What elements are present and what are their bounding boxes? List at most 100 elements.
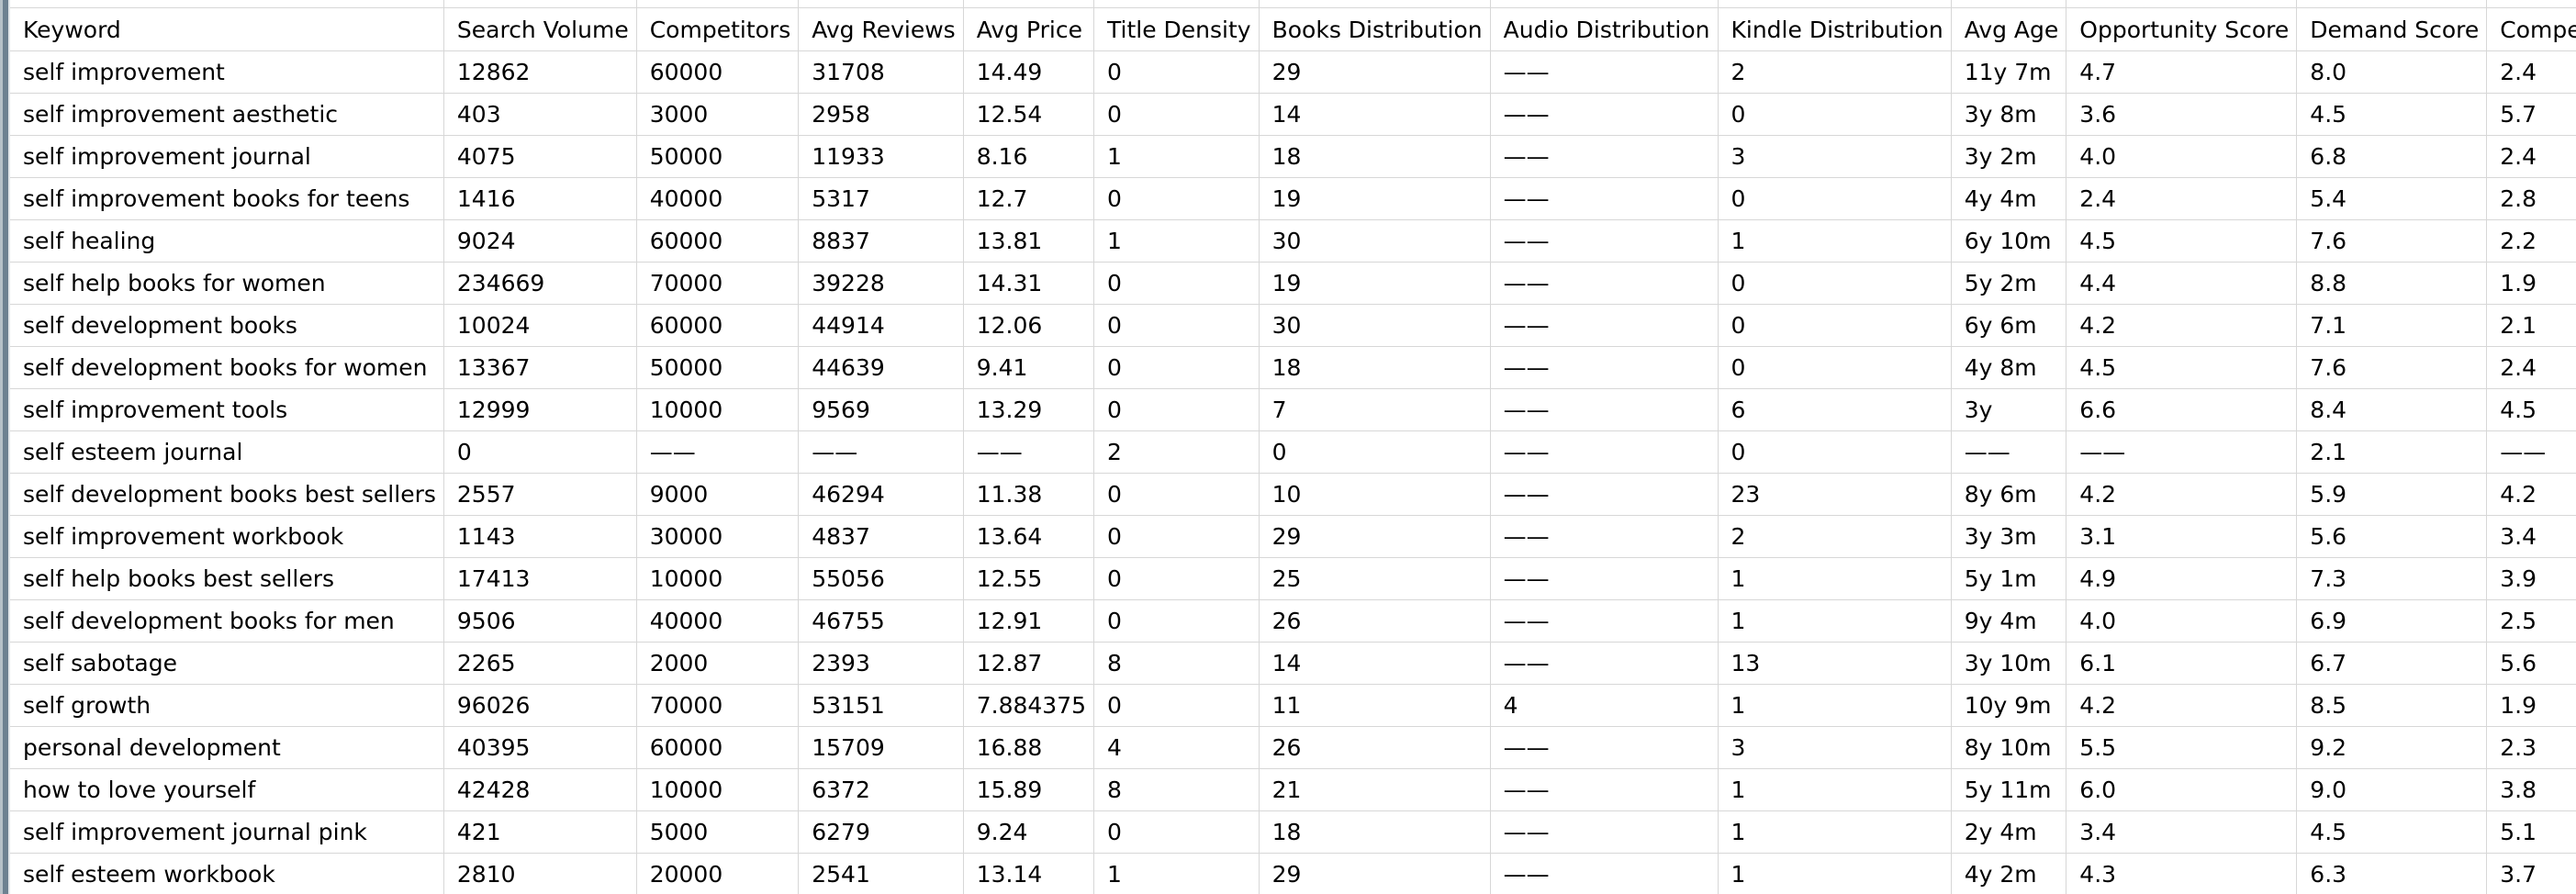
cell-books-distribution: 19 — [1259, 178, 1491, 220]
column-header-opportunity-score[interactable]: Opportunity Score — [2066, 8, 2298, 51]
cell-avg-reviews: 2393 — [799, 643, 964, 685]
cell-avg-price: 14.49 — [963, 51, 1095, 94]
table-row[interactable]: self esteem workbook 2810 20000 2541 13.14 1 2… — [10, 854, 2576, 894]
cell-opportunity-score: 3.4 — [2066, 811, 2298, 854]
cell-title-density: 8 — [1094, 769, 1260, 811]
cell-search-volume: 9506 — [443, 600, 637, 643]
cell-audio-distribution: —— — [1490, 347, 1719, 389]
column-header-demand-score[interactable]: Demand Score — [2297, 8, 2488, 51]
table-row[interactable]: self improvement tools 12999 10000 9569 13.2… — [10, 389, 2576, 431]
header-row: Keyword Search Volume Competitors Avg Revie… — [10, 8, 2576, 51]
table-row[interactable]: self esteem journal 0 —— —— —— 2 0 —— 0 —— —— 2.1 —— — [10, 431, 2576, 474]
cell-opportunity-score: 5.5 — [2066, 727, 2298, 769]
cell-keyword: self esteem journal — [10, 431, 444, 474]
cell-keyword: self growth — [10, 685, 444, 727]
cell-kindle-distribution: 1 — [1718, 854, 1952, 894]
cell-demand-score: 5.4 — [2297, 178, 2488, 220]
cell-opportunity-score: 4.5 — [2066, 347, 2298, 389]
cell-kindle-distribution: 1 — [1718, 220, 1952, 263]
cell-opportunity-score: 6.0 — [2066, 769, 2298, 811]
cell-audio-distribution: —— — [1490, 474, 1719, 516]
cell-avg-age: 3y 10m — [1951, 643, 2067, 685]
cell-title-density: 0 — [1094, 305, 1260, 347]
cell-audio-distribution: —— — [1490, 94, 1719, 136]
cell-competition-score: 2.8 — [2487, 178, 2576, 220]
cell-search-volume: 42428 — [443, 769, 637, 811]
table-row[interactable]: self improvement 12862 60000 31708 14.49 0 29—… — [10, 51, 2576, 94]
keyword-table-container: Keyword Search Volume Competitors Avg Revie… — [10, 0, 2576, 894]
cell-keyword: self development books — [10, 305, 444, 347]
cell-audio-distribution: —— — [1490, 51, 1719, 94]
table-row[interactable]: self improvement journal pink 421 5000 6279… — [10, 811, 2576, 854]
table-row[interactable]: self improvement workbook 1143 30000 4837 13… — [10, 516, 2576, 558]
cell-title-density: 0 — [1094, 263, 1260, 305]
cell-opportunity-score: 4.7 — [2066, 51, 2298, 94]
column-header-avg-reviews[interactable]: Avg Reviews — [799, 8, 964, 51]
column-header-search-volume[interactable]: Search Volume — [443, 8, 637, 51]
table-row[interactable]: self healing 9024 60000 8837 13.81 1 30 —— 1 6y 1… — [10, 220, 2576, 263]
cell-avg-price: 12.7 — [963, 178, 1095, 220]
table-row[interactable]: self development books for women 13367 500… — [10, 347, 2576, 389]
cell-avg-price: 9.24 — [963, 811, 1095, 854]
cell-keyword: self improvement books for teens — [10, 178, 444, 220]
table-row[interactable]: self development books best sellers 2557 9… — [10, 474, 2576, 516]
column-header-title-density[interactable]: Title Density — [1094, 8, 1260, 51]
column-header-kindle-distribution[interactable]: Kindle Distribution — [1718, 8, 1952, 51]
cell-search-volume: 0 — [443, 431, 637, 474]
cell-opportunity-score: 3.6 — [2066, 94, 2298, 136]
column-header-competition-score[interactable]: Competition Score — [2487, 8, 2576, 51]
cell-competitors: 40000 — [636, 600, 800, 643]
table-row[interactable]: self help books for women 234669 70000 3922… — [10, 263, 2576, 305]
table-row[interactable]: how to love yourself 42428 10000 6372 15.89 8… — [10, 769, 2576, 811]
cell-avg-reviews: 2958 — [799, 94, 964, 136]
table-row[interactable]: self development books for men 9506 40000 4… — [10, 600, 2576, 643]
cell-books-distribution: 14 — [1259, 94, 1491, 136]
cell-avg-reviews: 39228 — [799, 263, 964, 305]
table-row[interactable]: self growth 96026 70000 53151 7.884375 0 11 4 1 1… — [10, 685, 2576, 727]
column-header-audio-distribution[interactable]: Audio Distribution — [1490, 8, 1719, 51]
cell-search-volume: 2265 — [443, 643, 637, 685]
table-row[interactable]: personal development 40395 60000 15709 16.88… — [10, 727, 2576, 769]
cell-keyword: self improvement — [10, 51, 444, 94]
cell-keyword: self development books for women — [10, 347, 444, 389]
cell-competition-score: 4.5 — [2487, 389, 2576, 431]
cell-avg-reviews: 44914 — [799, 305, 964, 347]
cell-avg-age: 10y 9m — [1951, 685, 2067, 727]
cell-demand-score: 7.6 — [2297, 220, 2488, 263]
column-header-avg-price[interactable]: Avg Price — [963, 8, 1095, 51]
column-header-competitors[interactable]: Competitors — [636, 8, 800, 51]
cell-demand-score: 5.9 — [2297, 474, 2488, 516]
vertical-scrollbar[interactable] — [0, 0, 10, 894]
cell-competitors: 20000 — [636, 854, 800, 894]
cell-books-distribution: 14 — [1259, 643, 1491, 685]
cell-avg-age: 5y 2m — [1951, 263, 2067, 305]
cell-kindle-distribution: 1 — [1718, 558, 1952, 600]
table-row[interactable]: self development books 10024 60000 44914 12.… — [10, 305, 2576, 347]
table-row[interactable]: self improvement books for teens 1416 4000… — [10, 178, 2576, 220]
spacer-cell-avg-price — [963, 0, 1095, 8]
cell-search-volume: 13367 — [443, 347, 637, 389]
cell-competition-score: 4.2 — [2487, 474, 2576, 516]
cell-competitors: 30000 — [636, 516, 800, 558]
cell-kindle-distribution: 13 — [1718, 643, 1952, 685]
cell-avg-price: 13.64 — [963, 516, 1095, 558]
table-row[interactable]: self improvement journal 4075 50000 11933 8.… — [10, 136, 2576, 178]
cell-avg-age: 4y 2m — [1951, 854, 2067, 894]
cell-demand-score: 4.5 — [2297, 94, 2488, 136]
cell-audio-distribution: —— — [1490, 727, 1719, 769]
cell-keyword: self development books for men — [10, 600, 444, 643]
cell-audio-distribution: —— — [1490, 305, 1719, 347]
cell-keyword: self healing — [10, 220, 444, 263]
cell-avg-reviews: —— — [799, 431, 964, 474]
scrollbar-thumb[interactable] — [3, 0, 8, 894]
table-row[interactable]: self sabotage 2265 2000 2393 12.87 8 14 —— 13 3y … — [10, 643, 2576, 685]
spacer-cell-books-distribution — [1259, 0, 1491, 8]
cell-competitors: —— — [636, 431, 800, 474]
table-row[interactable]: self improvement aesthetic 403 3000 2958 12.… — [10, 94, 2576, 136]
column-header-books-distribution[interactable]: Books Distribution — [1259, 8, 1491, 51]
column-header-avg-age[interactable]: Avg Age — [1951, 8, 2067, 51]
table-row[interactable]: self help books best sellers 17413 10000 55… — [10, 558, 2576, 600]
column-header-keyword[interactable]: Keyword — [10, 8, 444, 51]
cell-opportunity-score: 6.1 — [2066, 643, 2298, 685]
